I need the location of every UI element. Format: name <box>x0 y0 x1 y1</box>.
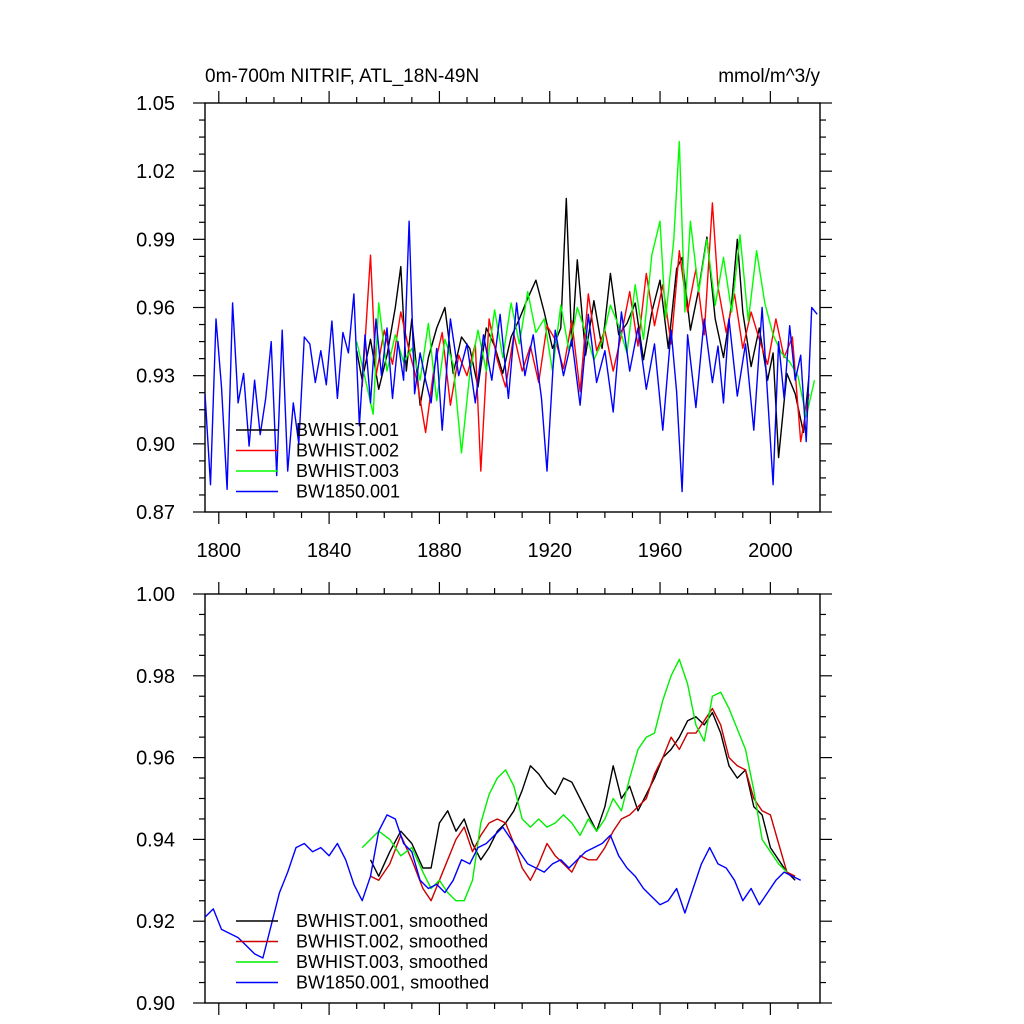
y-tick-label: 0.93 <box>136 366 175 388</box>
x-tick-label: 1840 <box>307 540 352 562</box>
series-line-bwhist-003-smoothed <box>361 658 788 902</box>
legend-label: BWHIST.002, smoothed <box>296 932 488 952</box>
legend-label: BWHIST.003, smoothed <box>296 952 488 972</box>
y-tick-label: 0.90 <box>136 434 175 456</box>
y-tick-label: 1.02 <box>136 161 175 183</box>
y-tick-label: 0.87 <box>136 502 175 524</box>
y-tick-label: 0.90 <box>136 993 175 1015</box>
series-line-bwhist-003 <box>356 140 816 454</box>
y-tick-label: 0.96 <box>136 748 175 770</box>
y-tick-label: 1.00 <box>136 584 175 606</box>
y-tick-label: 0.96 <box>136 298 175 320</box>
series-line-bwhist-001 <box>356 197 810 459</box>
x-tick-label: 1920 <box>527 540 572 562</box>
y-tick-label: 0.94 <box>136 829 175 851</box>
y-tick-label: 1.05 <box>136 93 175 115</box>
series-line-bwhist-001-smoothed <box>369 711 796 881</box>
legend-label: BW1850.001, smoothed <box>296 973 489 993</box>
bottom-panel: 0.90 0.92 0.94 0.96 0.98 1.00 BWHIST.001, smoo… <box>136 582 832 1015</box>
chart-title-right: mmol/m^3/y <box>718 66 820 87</box>
series-line-bw1850-001-smoothed <box>205 814 802 959</box>
chart-title-left: 0m-700m NITRIF, ATL_18N-49N <box>205 66 479 87</box>
series-line-bwhist-002-smoothed <box>370 707 796 902</box>
x-tick-label: 2000 <box>748 540 793 562</box>
legend-label: BW1850.001 <box>296 482 400 502</box>
series-line-bw1850-001 <box>205 220 818 493</box>
x-tick-label: 1880 <box>417 540 462 562</box>
legend-label: BWHIST.001, smoothed <box>296 911 488 931</box>
x-tick-label: 1960 <box>638 540 683 562</box>
y-tick-label: 0.92 <box>136 911 175 933</box>
legend-label: BWHIST.003 <box>296 461 399 481</box>
top-panel: 0.87 0.90 0.93 0.96 0.99 1.02 1.05 1800 1840 1880… <box>136 66 832 562</box>
y-tick-label: 0.98 <box>136 666 175 688</box>
x-tick-label: 1800 <box>197 540 242 562</box>
y-tick-label: 0.99 <box>136 229 175 251</box>
legend-label: BWHIST.002 <box>296 441 399 461</box>
legend-label: BWHIST.001 <box>296 420 399 440</box>
